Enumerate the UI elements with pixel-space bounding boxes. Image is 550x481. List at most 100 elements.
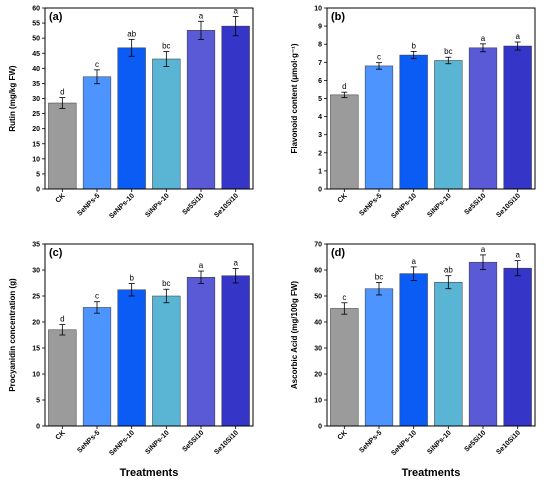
panel2-ytick-label: 10: [314, 6, 322, 13]
panel2-ytick-label: 2: [318, 150, 322, 157]
panel3-axis-frame: [44, 243, 254, 427]
panel3-bar: [48, 329, 77, 427]
panel4-category-label: CK: [337, 429, 349, 441]
panel4-bar: [330, 308, 359, 427]
panel3-significance-label: b: [129, 274, 134, 283]
panel3-ytick-label: 10: [32, 372, 40, 379]
panel1-category-label: Se5Si10: [181, 192, 205, 216]
panel2-ytick-label: 5: [318, 96, 322, 103]
panel4-ytick-label: 0: [318, 424, 322, 431]
panel3-bar: [152, 295, 181, 427]
panel4-axis-frame: [326, 243, 536, 427]
panel3-ytick-label: 25: [32, 294, 40, 301]
panel1-ytick-label: 30: [32, 96, 40, 103]
panel1-bar: [48, 102, 77, 190]
panel1-category-label: SeNPs-10: [108, 192, 136, 220]
panel3-bar: [186, 277, 216, 427]
panel1-bar: [82, 76, 112, 190]
panel2-significance-label: b: [411, 41, 416, 50]
panel1-bar: [152, 58, 181, 190]
panel3-bar: [221, 275, 250, 427]
panel3-category-label: SiNPs-10: [144, 429, 170, 455]
panel4-bar: [364, 288, 394, 427]
panel4-ytick-label: 40: [314, 320, 322, 327]
panel2-bar: [399, 54, 428, 190]
panel2-ytick-label: 1: [318, 168, 322, 175]
panel2-bar: [434, 60, 463, 190]
panel2-bar: [503, 45, 532, 190]
panel2-category-label: CK: [337, 192, 349, 204]
panel1-ytick-label: 35: [32, 81, 40, 88]
panel1-ytick-label: 50: [32, 36, 40, 43]
panel3-ytick-label: 20: [32, 320, 40, 327]
panel1-ytick-label: 5: [36, 171, 40, 178]
panel2-ytick-label: 0: [318, 187, 322, 194]
panel4-bar: [503, 267, 532, 427]
panel1-significance-label: a: [233, 6, 238, 15]
panel4-x-axis-title: Treatments: [402, 467, 461, 479]
panel1-significance-label: a: [199, 11, 204, 20]
panel4-significance-label: ab: [444, 266, 453, 275]
panel1-ytick-label: 10: [32, 156, 40, 163]
panel2-bar: [330, 94, 359, 190]
panel2-category-label: Se5Si10: [463, 192, 487, 216]
panel4-significance-label: a: [515, 251, 520, 260]
panel2-axis-frame: [326, 7, 536, 190]
panel2-bar: [364, 65, 394, 190]
panel1-bar: [117, 47, 146, 190]
panel1-bar: [221, 25, 250, 190]
panel2-significance-label: a: [481, 34, 486, 43]
panel2-category-label: SeNPs-5: [358, 192, 383, 217]
panel1-significance-label: ab: [127, 29, 136, 38]
panel2-ytick-label: 3: [318, 132, 322, 139]
panel1-ytick-label: 20: [32, 126, 40, 133]
panel1-ytick-label: 25: [32, 111, 40, 118]
panel4-bar: [468, 261, 498, 427]
panel4-panel-label: (d): [331, 247, 345, 259]
panel4-significance-label: a: [481, 245, 486, 254]
panel2-significance-label: c: [377, 53, 381, 62]
panel3-significance-label: a: [199, 261, 204, 270]
panel1-ytick-label: 45: [32, 51, 40, 58]
panel2-category-label: SeNPs-10: [390, 192, 418, 220]
panel3-ytick-label: 0: [36, 424, 40, 431]
panel2-ytick-label: 7: [318, 60, 322, 67]
panel4-bar: [434, 281, 463, 427]
panel1-y-axis-title: Rutin (mg/kg FW): [8, 65, 17, 132]
panel4-y-axis-title: Ascorbic Acid (mg/100g FW): [290, 281, 299, 390]
panel3-category-label: Se10Si10: [213, 429, 240, 456]
panel1-ytick-label: 15: [32, 141, 40, 148]
panel3-y-axis-title: Procyanidin concentration (g): [8, 278, 17, 392]
panel1-ytick-label: 0: [36, 187, 40, 194]
panel4-category-label: SeNPs-5: [358, 429, 383, 454]
panel3-ytick-label: 5: [36, 398, 40, 405]
panel2-significance-label: d: [342, 82, 346, 91]
panel3-panel-label: (c): [49, 247, 63, 259]
panel2-ytick-label: 9: [318, 24, 322, 31]
panel3-bar: [117, 289, 146, 427]
panel1-category-label: SiNPs-10: [144, 192, 170, 218]
panel1-category-label: SeNPs-5: [76, 192, 101, 217]
panel3-bar: [82, 307, 112, 427]
panel2-category-label: Se10Si10: [495, 192, 522, 219]
panel4-significance-label: c: [342, 293, 346, 302]
panel2-significance-label: bc: [444, 47, 452, 56]
panel3-significance-label: a: [233, 258, 238, 267]
panel2-ytick-label: 4: [318, 114, 322, 121]
panel2-y-axis-title: Flavonoid content (μmol·g⁻¹): [290, 43, 299, 153]
panel1-panel-label: (a): [49, 11, 63, 23]
panel4-ytick-label: 60: [314, 268, 322, 275]
panel3-x-axis-title: Treatments: [120, 467, 179, 479]
panel4-ytick-label: 70: [314, 242, 322, 249]
panel2-ytick-label: 6: [318, 78, 322, 85]
panel1-significance-label: c: [95, 60, 99, 69]
panel3-significance-label: c: [95, 292, 99, 301]
panel3-category-label: CK: [55, 429, 67, 441]
panel3-category-label: SeNPs-5: [76, 429, 101, 454]
panel2-panel-label: (b): [331, 11, 345, 23]
panel1-ytick-label: 60: [32, 6, 40, 13]
panel1-ytick-label: 40: [32, 66, 40, 73]
panel2-significance-label: a: [515, 32, 520, 41]
